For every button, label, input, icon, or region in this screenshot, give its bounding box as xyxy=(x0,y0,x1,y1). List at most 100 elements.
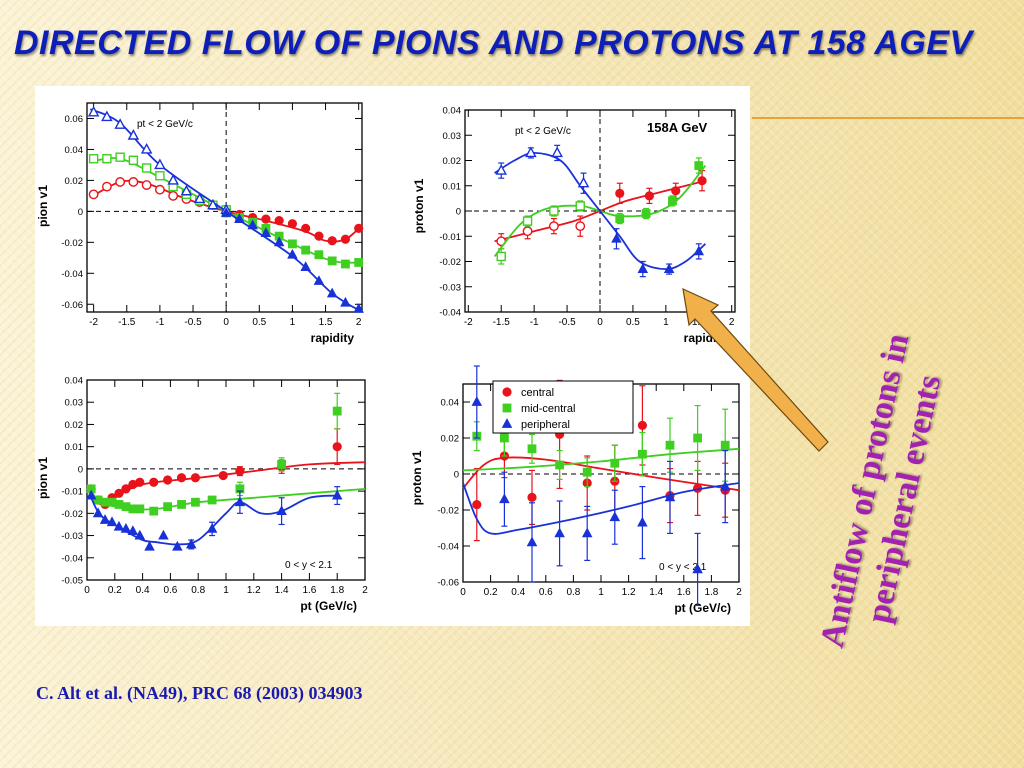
data-point-midcentral xyxy=(555,460,564,470)
data-point-central xyxy=(101,181,112,192)
data-point-central xyxy=(637,420,648,430)
data-point-central xyxy=(274,216,284,226)
data-point-central xyxy=(287,219,298,229)
data-point-peripheral xyxy=(120,523,132,533)
data-point-midcentral xyxy=(720,440,730,450)
x-tick-label: 1 xyxy=(663,317,669,328)
x-tick-label: 0 xyxy=(460,587,466,598)
data-point-peripheral xyxy=(663,263,675,273)
y-tick-label: -0.06 xyxy=(61,300,83,311)
y-tick-label: -0.02 xyxy=(437,506,459,517)
data-point-peripheral xyxy=(180,184,193,196)
data-point-peripheral xyxy=(526,536,538,547)
data-point-central xyxy=(332,442,342,452)
x-tick-label: -0.5 xyxy=(558,317,576,328)
x-tick-label: 1.6 xyxy=(302,585,316,596)
x-tick-label: 0.4 xyxy=(511,587,525,598)
x-tick-label: 2 xyxy=(362,585,368,596)
data-point-peripheral xyxy=(167,173,179,185)
x-tick-label: 1.4 xyxy=(649,587,663,598)
data-point-midcentral xyxy=(665,440,675,450)
data-point-midcentral xyxy=(527,444,537,454)
data-point-peripheral xyxy=(287,248,298,259)
data-point-midcentral xyxy=(207,495,217,505)
series-peripheral xyxy=(462,365,740,607)
data-point-central xyxy=(176,473,187,483)
data-point-central xyxy=(527,492,537,502)
series-midcentral xyxy=(86,392,366,516)
y-tick-label: -0.01 xyxy=(439,232,461,243)
data-point-central xyxy=(671,186,681,196)
slide-title: DIRECTED FLOW OF PIONS AND PROTONS AT 15… xyxy=(14,24,973,62)
data-point-midcentral xyxy=(668,196,677,206)
data-point-central xyxy=(190,473,201,483)
data-point-midcentral xyxy=(155,171,165,181)
data-point-peripheral xyxy=(313,275,325,285)
data-point-midcentral xyxy=(522,216,533,226)
y-tick-label: 0.04 xyxy=(443,106,462,117)
x-tick-label: 1 xyxy=(223,585,229,596)
y-tick-label: 0.02 xyxy=(65,420,84,431)
y-tick-label: -0.02 xyxy=(439,257,461,268)
data-point-central xyxy=(115,177,126,187)
data-point-central xyxy=(163,475,173,485)
data-point-midcentral xyxy=(496,251,506,262)
figure-panel: -2 -1.5 -1 -0.5 0 0.5 1 1.5 2 -0.06 -0.04 -0.02 0 0.0… xyxy=(35,86,750,626)
data-point-peripheral xyxy=(637,263,649,273)
y-axis-label: proton v1 xyxy=(412,178,426,233)
x-tick-label: 1.5 xyxy=(692,317,706,328)
data-point-peripheral xyxy=(113,520,125,531)
y-tick-label: -0.04 xyxy=(437,542,459,553)
chart-pion_y: -2 -1.5 -1 -0.5 0 0.5 1 1.5 2 -0.06 -0.04 -0.02 0 0.0… xyxy=(36,102,364,345)
y-tick-label: 0.01 xyxy=(443,181,462,192)
x-tick-label: 1.2 xyxy=(622,587,636,598)
data-point-peripheral xyxy=(158,529,169,540)
y-tick-label: 0.02 xyxy=(443,156,462,167)
data-point-central xyxy=(261,214,271,224)
fit-curve-midcentral xyxy=(462,447,740,472)
x-tick-label: 2 xyxy=(729,317,735,328)
x-axis-label: rapidity xyxy=(311,331,355,345)
y-tick-label: 0.02 xyxy=(441,434,460,445)
plot-frame xyxy=(86,379,366,581)
data-point-peripheral xyxy=(664,491,676,502)
data-point-peripheral xyxy=(525,146,537,158)
data-point-central xyxy=(141,180,152,190)
data-point-peripheral xyxy=(207,198,219,210)
x-tick-label: -1.5 xyxy=(118,317,136,328)
data-point-peripheral xyxy=(140,142,153,154)
x-tick-label: 0.2 xyxy=(108,585,122,596)
legend-box xyxy=(492,380,634,434)
x-tick-label: -2 xyxy=(89,317,98,328)
data-point-midcentral xyxy=(177,500,186,509)
legend-label: central xyxy=(521,387,554,399)
y-tick-label: -0.04 xyxy=(61,553,83,564)
x-tick-label: 0.4 xyxy=(136,585,150,596)
data-point-peripheral xyxy=(85,489,97,500)
y-tick-label: -0.02 xyxy=(61,509,83,520)
callout-text: Antiflow of protons in peripheral events xyxy=(813,330,958,659)
series-peripheral xyxy=(87,105,364,313)
x-tick-label: 0.6 xyxy=(539,587,553,598)
data-point-midcentral xyxy=(332,406,342,416)
plot-annotation: 0 < y < 2.1 xyxy=(659,562,707,573)
y-tick-label: 0.03 xyxy=(65,398,84,409)
y-axis-label: proton v1 xyxy=(410,450,424,505)
data-point-midcentral xyxy=(88,154,99,164)
data-point-central xyxy=(154,184,165,195)
x-axis-label: rapidity xyxy=(684,331,728,345)
data-point-peripheral xyxy=(172,540,183,551)
data-point-central xyxy=(218,470,228,481)
data-point-midcentral xyxy=(327,256,337,266)
data-point-peripheral xyxy=(87,105,100,117)
plot-annotation: 0 < y < 2.1 xyxy=(285,560,333,571)
data-point-peripheral xyxy=(331,489,343,500)
plot-annotation: pt < 2 GeV/c xyxy=(515,126,571,137)
y-tick-label: 0 xyxy=(78,464,83,475)
data-point-central xyxy=(522,226,533,237)
data-point-peripheral xyxy=(719,480,731,491)
data-point-peripheral xyxy=(276,505,287,516)
x-tick-label: 2 xyxy=(356,317,362,328)
y-tick-label: -0.04 xyxy=(439,308,461,319)
y-tick-label: 0.04 xyxy=(65,376,84,387)
